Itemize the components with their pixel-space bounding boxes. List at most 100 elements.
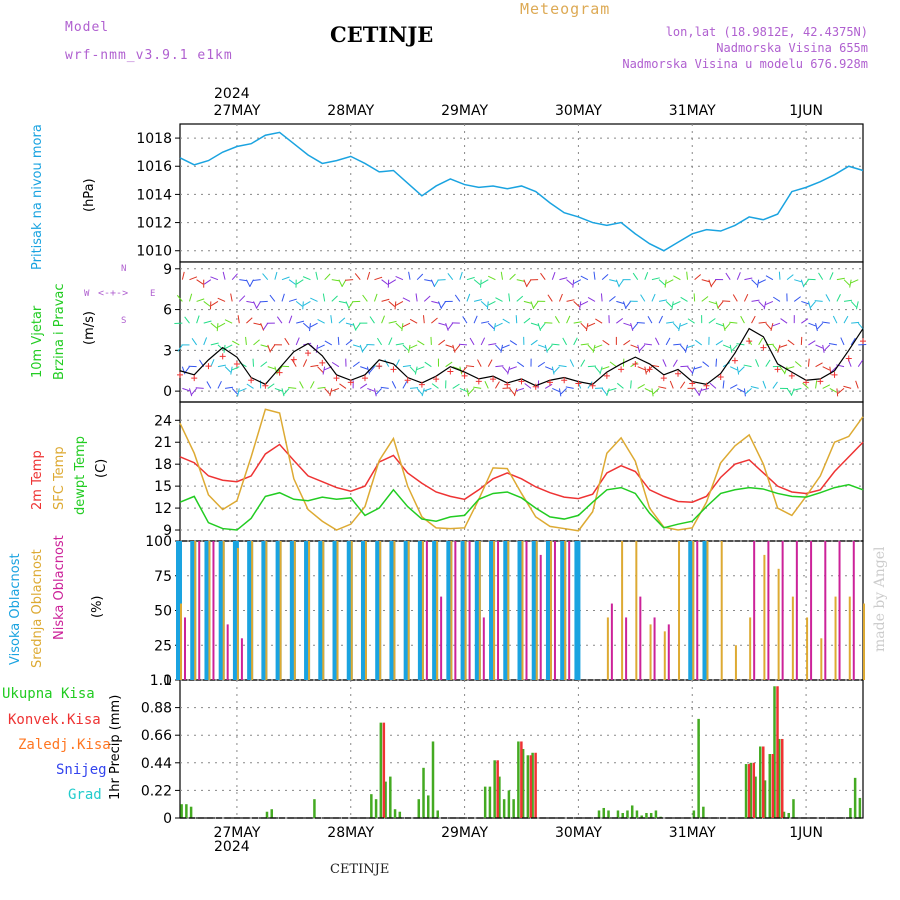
cloud-bar-visoka bbox=[403, 541, 410, 680]
wind-direction-arrow bbox=[480, 279, 482, 288]
wind-direction-arrow bbox=[843, 385, 852, 389]
wind-direction-arrow bbox=[291, 359, 297, 367]
precip-bar-ukupna bbox=[502, 799, 506, 818]
wind-gust-marker bbox=[390, 366, 397, 373]
altitude: Nadmorska Visina 655m bbox=[716, 41, 868, 55]
wind-direction-arrow bbox=[276, 316, 283, 324]
cloud-bar-visoka bbox=[360, 541, 367, 680]
wind-direction-arrow bbox=[507, 366, 511, 375]
wind-direction-arrow bbox=[191, 338, 198, 346]
pressure-ytick-label: 1014 bbox=[136, 187, 172, 203]
wind-direction-arrow bbox=[715, 301, 719, 310]
cloud-bar-srednja bbox=[350, 541, 353, 680]
wind-direction-arrow bbox=[362, 294, 368, 302]
wind-direction-arrow bbox=[708, 300, 717, 305]
wind-direction-arrow bbox=[814, 300, 823, 302]
wind-direction-arrow bbox=[217, 380, 222, 389]
wind-direction-arrow bbox=[717, 301, 724, 308]
wind-direction-arrow bbox=[691, 366, 696, 375]
wind-gust-marker bbox=[361, 375, 368, 382]
precip-bar-konvek bbox=[752, 762, 756, 818]
wind-direction-arrow bbox=[222, 271, 226, 280]
wind-direction-arrow bbox=[395, 359, 400, 367]
cloud-bar-srednja bbox=[763, 554, 766, 680]
wind-direction-arrow bbox=[189, 276, 198, 281]
wind-direction-arrow bbox=[526, 279, 532, 287]
wind-direction-arrow bbox=[523, 300, 532, 304]
precip-bar-ukupna bbox=[417, 799, 421, 818]
wind-gust-marker bbox=[433, 376, 440, 383]
wind-direction-arrow bbox=[381, 279, 389, 285]
wind-direction-arrow bbox=[740, 315, 745, 324]
wind-direction-arrow bbox=[345, 279, 354, 281]
cloud-bar-visoka bbox=[375, 541, 382, 680]
wind-direction-arrow bbox=[600, 293, 603, 302]
wind-direction-arrow bbox=[539, 322, 546, 330]
wind-gust-marker bbox=[575, 380, 582, 387]
wind-gust-marker bbox=[333, 375, 340, 382]
cloud-bar-visoka bbox=[275, 541, 282, 680]
wind-direction-arrow bbox=[715, 358, 718, 367]
wind-direction-arrow bbox=[182, 387, 191, 392]
wind-direction-arrow bbox=[694, 388, 700, 396]
wind-direction-arrow bbox=[662, 359, 667, 367]
wind-direction-arrow bbox=[573, 321, 582, 324]
cloud-bar-visoka bbox=[489, 541, 496, 680]
wind-direction-arrow bbox=[686, 271, 689, 280]
cloud-bar-visoka bbox=[261, 541, 268, 680]
wind-gust-marker bbox=[404, 377, 411, 384]
wind-direction-arrow bbox=[376, 337, 383, 346]
footer-station: CETINJE bbox=[330, 862, 390, 877]
cloud-bar-srednja bbox=[564, 541, 567, 680]
wind-direction-arrow bbox=[737, 387, 745, 393]
wind-ytick-label: 6 bbox=[163, 303, 172, 319]
wind-direction-arrow bbox=[260, 344, 269, 348]
wind-direction-arrow bbox=[608, 387, 617, 392]
wind-direction-arrow bbox=[698, 388, 703, 397]
precip-bar-ukupna bbox=[616, 810, 620, 818]
wind-direction-arrow bbox=[694, 274, 702, 281]
wind-direction-arrow bbox=[447, 322, 454, 330]
precip-bar-ukupna bbox=[493, 760, 496, 818]
cloud-bar-srednja bbox=[308, 541, 311, 680]
cloud-bar-srednja bbox=[322, 541, 325, 680]
wind-direction-arrow bbox=[537, 344, 546, 349]
wind-direction-arrow bbox=[245, 279, 251, 288]
wind-direction-arrow bbox=[388, 279, 397, 285]
wind-direction-arrow bbox=[274, 387, 283, 392]
cloud-bar-srednja bbox=[848, 596, 851, 680]
cloud-bar-srednja bbox=[621, 541, 624, 680]
wind-gust-marker bbox=[788, 372, 795, 379]
wind-gust-marker bbox=[803, 379, 810, 386]
wind-direction-arrow bbox=[787, 339, 795, 346]
cloud-bar-srednja bbox=[649, 624, 652, 680]
precip-bar-konvek bbox=[529, 755, 533, 818]
wind-direction-arrow bbox=[495, 322, 503, 327]
temperature-line-2m-temp bbox=[179, 441, 864, 503]
wind-direction-arrow bbox=[324, 388, 331, 395]
cloud-bar-srednja bbox=[251, 541, 254, 680]
wind-direction-arrow bbox=[850, 337, 856, 346]
wind-direction-arrow bbox=[680, 296, 688, 302]
wind-direction-arrow bbox=[431, 383, 439, 389]
wind-direction-arrow bbox=[315, 271, 319, 280]
wind-direction-arrow bbox=[252, 279, 261, 282]
wind-direction-arrow bbox=[530, 339, 538, 346]
cloud-bar-niska bbox=[852, 541, 855, 680]
wind-direction-arrow bbox=[210, 359, 215, 367]
wind-direction-arrow bbox=[849, 279, 852, 288]
wind-direction-arrow bbox=[751, 279, 758, 286]
wind-direction-arrow bbox=[352, 361, 360, 368]
wind-direction-arrow bbox=[329, 388, 333, 397]
wind-direction-arrow bbox=[725, 272, 731, 280]
wind-direction-arrow bbox=[176, 294, 183, 302]
cloud-bar-srednja bbox=[194, 541, 197, 680]
wind-direction-arrow bbox=[409, 366, 416, 373]
cloud-bar-niska bbox=[838, 541, 841, 680]
wind-direction-arrow bbox=[317, 366, 324, 373]
wind-direction-arrow bbox=[210, 276, 219, 281]
wind-direction-arrow bbox=[618, 279, 624, 287]
wind-direction-arrow bbox=[302, 322, 310, 329]
wind-direction-arrow bbox=[216, 323, 219, 332]
wind-direction-arrow bbox=[801, 318, 809, 324]
